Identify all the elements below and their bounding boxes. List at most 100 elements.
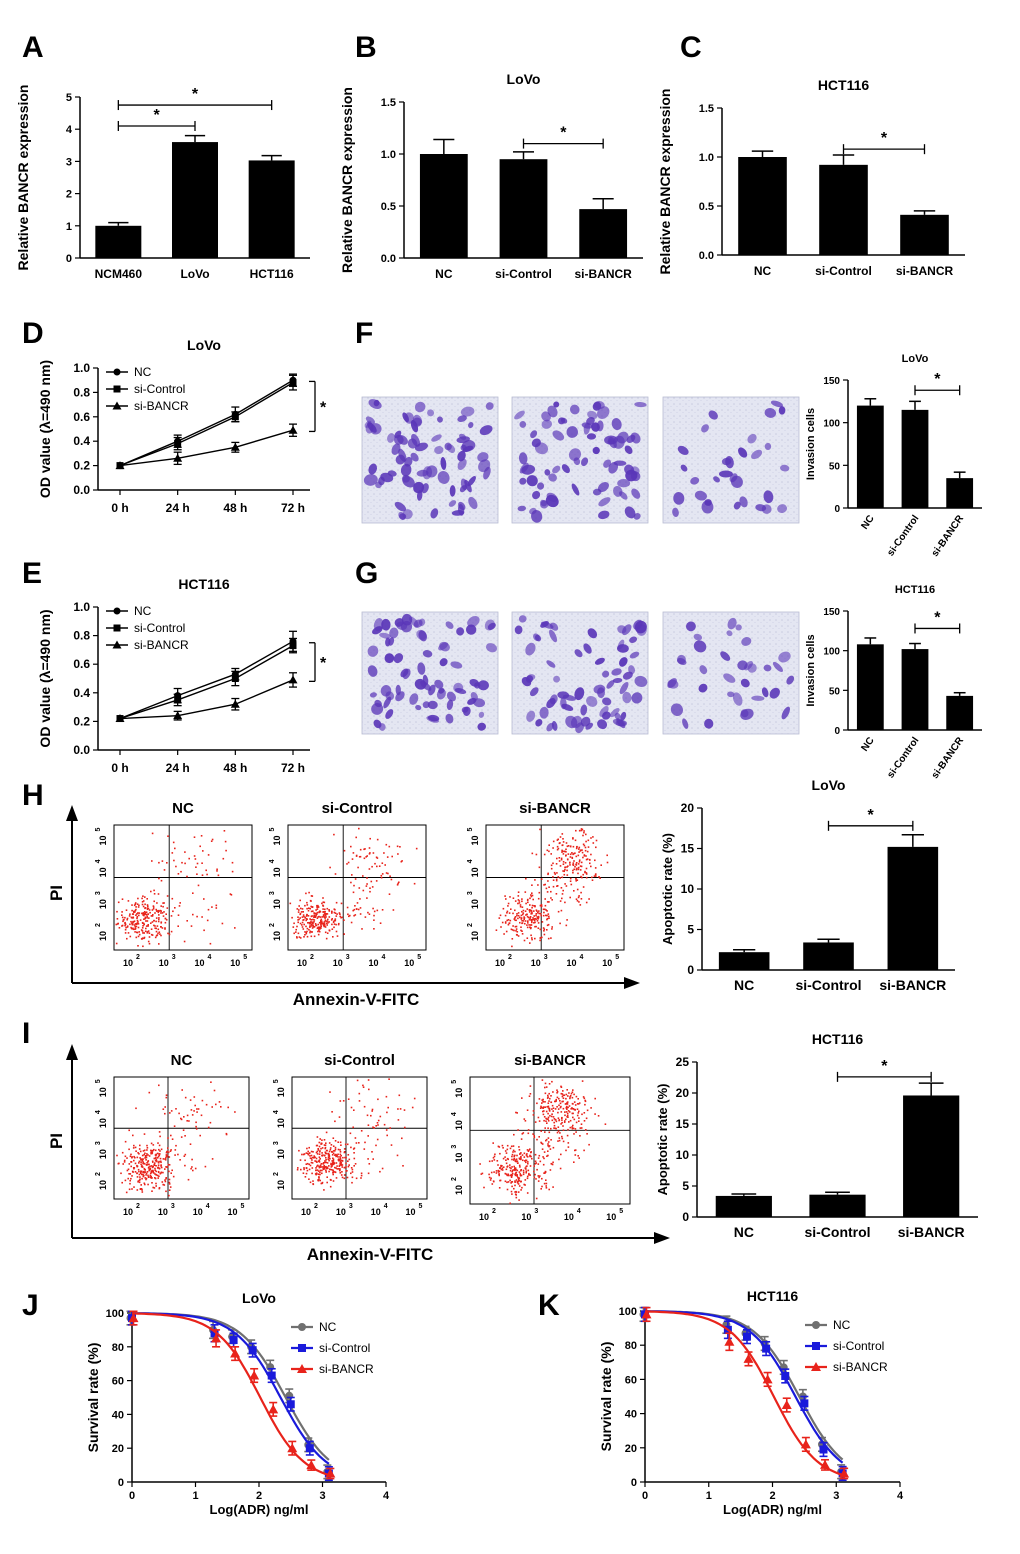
event-dot: [204, 1165, 207, 1168]
stained-cell: [732, 692, 743, 706]
event-dot: [141, 1160, 144, 1162]
event-dot: [169, 1186, 172, 1188]
event-dot: [332, 921, 335, 923]
stained-cell: [629, 636, 638, 643]
stained-cell: [468, 496, 478, 510]
event-dot: [562, 1129, 565, 1131]
event-dot: [145, 1156, 148, 1159]
event-dot: [533, 922, 535, 924]
event-dot: [578, 851, 580, 853]
event-dot: [520, 918, 523, 920]
event-dot: [540, 1188, 542, 1190]
panel-label-h: H: [22, 779, 44, 812]
event-dot: [562, 889, 564, 892]
event-dot: [142, 1173, 144, 1176]
marker-square: [819, 1445, 828, 1454]
event-dot: [322, 915, 325, 917]
event-dot: [551, 1104, 554, 1107]
event-dot: [304, 904, 306, 907]
event-dot: [511, 1158, 513, 1161]
marker-triangle: [115, 461, 125, 470]
event-dot: [174, 1154, 176, 1156]
event-dot: [520, 1138, 523, 1140]
event-dot: [303, 919, 305, 921]
stained-cell: [586, 433, 597, 440]
event-dot: [118, 927, 121, 929]
event-dot: [517, 895, 520, 897]
micrograph-nc: [361, 611, 499, 735]
event-dot: [516, 1112, 518, 1114]
event-dot: [151, 832, 154, 835]
event-dot: [580, 891, 582, 894]
stained-cell: [727, 691, 735, 698]
event-dot: [541, 1148, 544, 1150]
event-dot: [548, 1092, 550, 1095]
stained-cell: [581, 457, 589, 467]
stained-cell: [587, 410, 598, 420]
event-dot: [334, 873, 337, 875]
x-tick-exponent: 3: [534, 1208, 538, 1215]
stained-cell: [385, 709, 394, 719]
chart-title: LoVo: [902, 353, 929, 365]
event-dot: [567, 1110, 570, 1112]
y-tick-label: 20: [112, 1443, 124, 1455]
event-dot: [533, 1165, 535, 1167]
event-dot: [196, 915, 198, 918]
event-dot: [529, 1174, 531, 1176]
event-dot: [506, 1174, 508, 1177]
stained-cell: [526, 475, 538, 487]
event-dot: [578, 846, 581, 849]
event-dot: [525, 1161, 527, 1164]
event-dot: [334, 908, 336, 911]
y-tick-label: 10: [454, 1088, 464, 1098]
event-dot: [526, 924, 528, 926]
event-dot: [560, 1123, 562, 1125]
event-dot: [323, 921, 326, 923]
event-dot: [317, 933, 320, 936]
event-dot: [346, 906, 349, 909]
y-axis-label: Apoptotic rate (%): [655, 1084, 670, 1196]
event-dot: [545, 887, 548, 890]
event-dot: [355, 854, 358, 857]
panel-label-b: B: [355, 31, 377, 64]
stained-cell: [777, 504, 788, 514]
event-dot: [504, 1180, 507, 1183]
event-dot: [535, 925, 537, 928]
event-dot: [158, 1160, 160, 1163]
event-dot: [558, 860, 561, 862]
event-dot: [154, 1159, 157, 1162]
chart-title: LoVo: [187, 337, 221, 353]
event-dot: [528, 911, 531, 913]
event-dot: [143, 913, 145, 916]
y-axis-label: Invasion cells: [805, 408, 817, 480]
event-dot: [325, 1159, 327, 1161]
event-dot: [591, 876, 593, 879]
event-dot: [388, 1078, 390, 1080]
event-dot: [516, 931, 519, 933]
event-dot: [561, 1121, 563, 1124]
event-dot: [527, 901, 529, 904]
event-dot: [535, 1178, 537, 1180]
event-dot: [561, 851, 563, 853]
event-dot: [559, 1132, 561, 1134]
event-dot: [547, 923, 550, 926]
event-dot: [146, 1164, 148, 1166]
event-dot: [402, 1165, 404, 1167]
event-dot: [411, 1106, 414, 1109]
event-dot: [368, 913, 371, 915]
y-tick-label: 100: [823, 647, 840, 658]
event-dot: [548, 917, 550, 919]
event-dot: [543, 1151, 546, 1153]
significance-star: *: [934, 371, 941, 388]
event-dot: [146, 904, 149, 906]
event-dot: [532, 918, 534, 921]
event-dot: [527, 1129, 530, 1131]
event-dot: [160, 910, 162, 912]
event-dot: [580, 898, 583, 900]
event-dot: [158, 1171, 160, 1174]
event-dot: [519, 921, 521, 924]
event-dot: [331, 912, 333, 914]
event-dot: [160, 926, 162, 928]
stained-cell: [670, 703, 683, 716]
event-dot: [308, 1152, 311, 1154]
